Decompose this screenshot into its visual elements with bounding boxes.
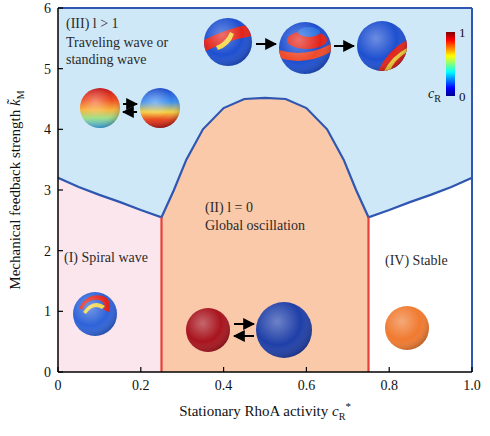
x-tick-label: 0.2 xyxy=(132,378,150,393)
x-title-sub: R xyxy=(339,411,346,422)
x-tick xyxy=(223,367,224,372)
sphere xyxy=(140,88,180,128)
sphere-shade xyxy=(357,21,407,71)
x-title-sup: * xyxy=(345,400,351,412)
y-tick xyxy=(58,7,63,8)
sphere-body xyxy=(204,18,252,66)
colorbar xyxy=(446,32,455,96)
arrow xyxy=(256,43,276,45)
region-label: (III) l > 1 xyxy=(66,16,119,32)
sphere-body xyxy=(186,308,230,352)
region-label: (I) Spiral wave xyxy=(64,250,148,266)
colorbar-tick-label: 0 xyxy=(459,89,466,104)
region-label-line: (IV) Stable xyxy=(385,253,448,269)
sphere xyxy=(385,306,429,350)
sphere xyxy=(279,22,331,74)
sphere xyxy=(73,292,117,336)
arrow xyxy=(234,335,254,337)
x-tick-label: 0.8 xyxy=(380,378,398,393)
sphere-body xyxy=(256,302,312,358)
y-tick xyxy=(58,129,63,130)
boundary-curve xyxy=(58,98,472,218)
y-tick-label: 1 xyxy=(44,304,51,319)
region xyxy=(162,98,369,372)
y-tick-label: 5 xyxy=(44,62,51,77)
sphere-shade xyxy=(279,22,331,74)
y-tick xyxy=(58,189,63,190)
region-text: Global oscillation xyxy=(205,218,305,233)
arrow xyxy=(123,111,137,113)
sphere-body xyxy=(357,21,407,71)
y-tick-label: 2 xyxy=(44,244,51,259)
x-tick-label: 0 xyxy=(55,378,62,393)
arrow xyxy=(334,45,354,47)
region xyxy=(369,178,473,372)
plot-area xyxy=(58,8,472,372)
sphere-shade xyxy=(80,88,120,128)
y-tick xyxy=(58,311,63,312)
x-tick xyxy=(140,367,141,372)
x-title-text: Stationary RhoA activity xyxy=(179,403,332,419)
x-tick xyxy=(389,367,390,372)
region-text-line: Traveling wave or xyxy=(66,35,168,50)
y-tick-label: 6 xyxy=(44,1,51,16)
region-text-line: Global oscillation xyxy=(205,218,305,233)
sphere-shade xyxy=(73,292,117,336)
x-axis xyxy=(58,371,472,373)
sphere xyxy=(80,88,120,128)
region-label-line: (I) Spiral wave xyxy=(64,250,148,266)
y-tick xyxy=(58,250,63,251)
region xyxy=(58,178,162,372)
frame-right xyxy=(471,8,473,372)
sphere-body xyxy=(140,88,180,128)
y-tick-label: 4 xyxy=(44,122,51,137)
region-label-line: (III) l > 1 xyxy=(66,16,119,32)
y-title-text: Mechanical feedback strength xyxy=(7,106,23,290)
sphere xyxy=(357,21,407,71)
sphere xyxy=(256,302,312,358)
region-label-line: (II) l = 0 xyxy=(205,200,253,216)
x-tick-label: 0.4 xyxy=(215,378,233,393)
sphere-body xyxy=(279,22,331,74)
arrow xyxy=(234,323,254,325)
x-tick xyxy=(57,367,58,372)
sphere-body xyxy=(80,88,120,128)
sphere-shade xyxy=(256,302,312,358)
frame-top xyxy=(58,7,472,9)
region-label: (IV) Stable xyxy=(385,253,448,269)
x-tick xyxy=(471,367,472,372)
sphere xyxy=(186,308,230,352)
y-tick xyxy=(58,68,63,69)
x-tick xyxy=(306,367,307,372)
colorbar-label: cR xyxy=(428,86,441,104)
region-label: (II) l = 0 xyxy=(205,200,253,216)
sphere-shade xyxy=(204,18,252,66)
sphere xyxy=(204,18,252,66)
region-text-line: standing wave xyxy=(66,52,146,67)
y-axis-title: Mechanical feedback strength k̃M xyxy=(7,90,26,289)
colorbar-tick-label: 1 xyxy=(459,25,466,40)
sphere-body xyxy=(73,292,117,336)
y-title-sub: M xyxy=(15,90,26,99)
arrow xyxy=(123,103,137,105)
phase-line xyxy=(367,217,369,372)
chart: 0 0.2 0.4 0.6 0.8 1.0 0 1 2 3 4 5 6 Stationary RhoA a… xyxy=(0,0,490,436)
x-tick-label: 1.0 xyxy=(463,378,481,393)
phase-line xyxy=(160,217,162,372)
sphere-body xyxy=(385,306,429,350)
y-tick-label: 3 xyxy=(44,183,51,198)
sphere-shade xyxy=(186,308,230,352)
y-tick xyxy=(58,371,63,372)
x-axis-title: Stationary RhoA activity cR* xyxy=(179,400,351,422)
sphere-shade xyxy=(140,88,180,128)
region-text: Traveling wave or standing wave xyxy=(66,35,168,67)
y-tick-label: 0 xyxy=(44,365,51,380)
colorbar-sub: R xyxy=(434,93,441,104)
x-tick-label: 0.6 xyxy=(298,378,316,393)
sphere-shade xyxy=(385,306,429,350)
